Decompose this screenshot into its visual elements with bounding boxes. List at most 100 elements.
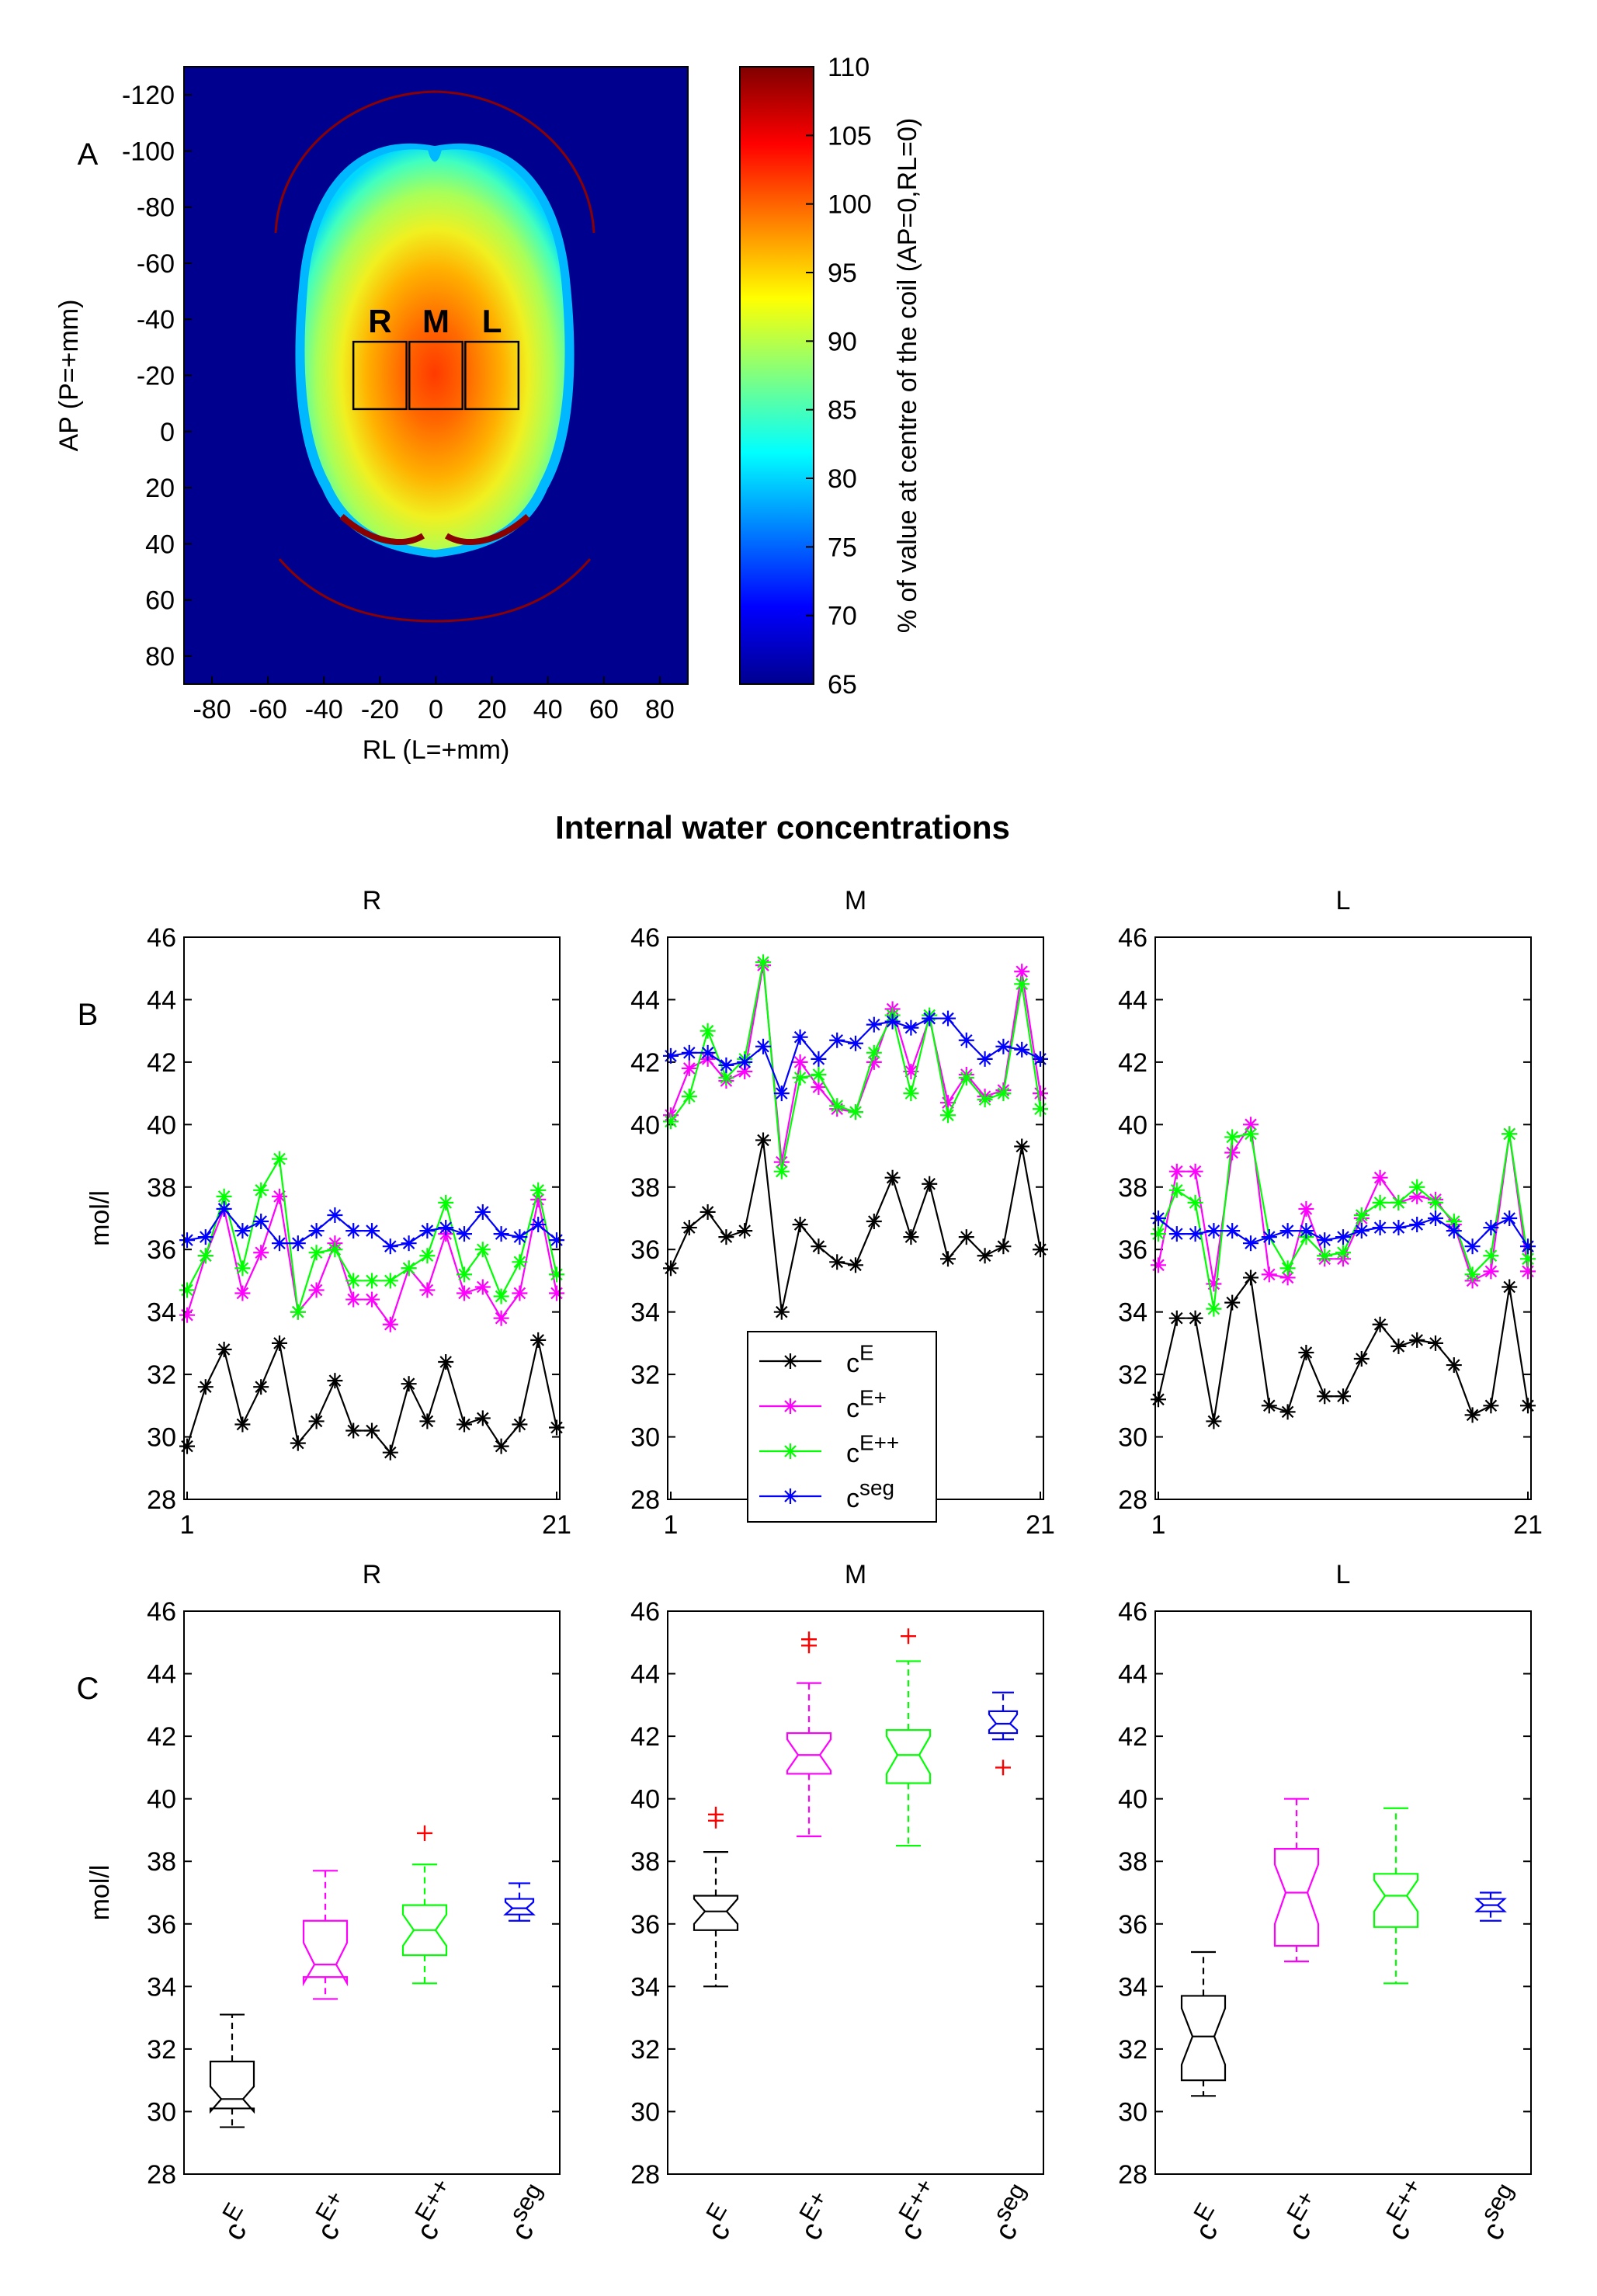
y-tick-label: 32 xyxy=(1118,2035,1147,2065)
panel-c-box-plots: R 28 30 32 34 36 38 40 42 44 46 cE cE+ cE++ cseg M 28 30 3… xyxy=(85,1560,1532,2246)
y-tick-label: 38 xyxy=(1118,1847,1147,1877)
x-tick-label: 1 xyxy=(664,1510,679,1540)
y-tick-label: 36 xyxy=(1118,1235,1147,1265)
data-point xyxy=(1335,1245,1351,1261)
data-point xyxy=(530,1217,547,1233)
data-point xyxy=(234,1416,251,1433)
line-plot-title: L xyxy=(1336,886,1351,915)
section-title: Internal water concentrations xyxy=(555,809,1010,846)
data-point xyxy=(216,1341,232,1357)
data-point xyxy=(755,1132,771,1148)
y-tick-label: 34 xyxy=(630,1298,660,1328)
heatmap-y-tick-label: -120 xyxy=(122,81,175,110)
data-point xyxy=(1298,1200,1314,1217)
data-point xyxy=(457,1226,472,1242)
data-point xyxy=(1483,1398,1499,1414)
data-point xyxy=(1279,1260,1296,1277)
notched-box xyxy=(988,1710,1019,1735)
data-point xyxy=(1206,1413,1222,1429)
data-point xyxy=(382,1316,398,1332)
y-tick-label: 38 xyxy=(630,1173,660,1203)
data-point xyxy=(1483,1220,1499,1236)
data-point xyxy=(1372,1220,1388,1236)
colorbar-tick-label: 90 xyxy=(828,327,857,356)
x-tick-label: 21 xyxy=(1513,1510,1543,1540)
data-point xyxy=(1335,1388,1351,1405)
notched-box xyxy=(302,1919,349,1987)
data-point xyxy=(903,1019,919,1036)
data-point xyxy=(512,1229,528,1245)
data-point xyxy=(382,1238,398,1255)
data-point xyxy=(1409,1217,1425,1233)
data-point xyxy=(345,1422,362,1439)
legend-marker xyxy=(783,1488,798,1504)
data-point xyxy=(253,1379,269,1395)
roi-box-m xyxy=(408,340,464,411)
data-point xyxy=(829,1098,845,1114)
data-point xyxy=(474,1410,491,1426)
data-point xyxy=(681,1044,697,1061)
notched-box xyxy=(1373,1873,1419,1928)
data-point xyxy=(1151,1226,1166,1242)
category-label: cE++ xyxy=(1373,2173,1439,2246)
y-tick-label: 42 xyxy=(1118,1048,1147,1078)
line-plot-r: R 28 30 32 34 36 38 40 42 44 46 1 21 xyxy=(147,886,571,1540)
heatmap-x-tick-label: -80 xyxy=(193,695,231,724)
data-point xyxy=(1224,1223,1241,1239)
data-point xyxy=(1409,1332,1425,1348)
category-label: cE xyxy=(693,2198,745,2246)
legend-label: cE+ xyxy=(846,1386,887,1423)
data-point xyxy=(1464,1407,1481,1423)
data-point xyxy=(474,1204,491,1220)
data-point xyxy=(272,1235,287,1252)
data-point xyxy=(216,1188,232,1204)
data-point xyxy=(681,1220,697,1236)
data-point xyxy=(884,1013,901,1030)
data-point xyxy=(345,1291,362,1308)
data-point xyxy=(811,1238,827,1255)
data-point xyxy=(290,1304,306,1320)
y-tick-label: 46 xyxy=(1118,923,1147,953)
data-point xyxy=(1502,1211,1518,1226)
plot-frame xyxy=(183,1610,561,2175)
heatmap-x-tick-label: 80 xyxy=(645,695,675,724)
data-point xyxy=(700,1204,716,1220)
data-point xyxy=(179,1438,195,1454)
data-point xyxy=(1033,1101,1048,1117)
data-point xyxy=(308,1282,325,1298)
data-point xyxy=(1151,1257,1166,1273)
data-point xyxy=(1151,1211,1166,1226)
data-point xyxy=(512,1416,528,1433)
data-point xyxy=(1243,1235,1259,1252)
data-point xyxy=(1168,1226,1185,1242)
legend: cE cE+ cE++ cseg xyxy=(747,1331,937,1523)
data-point xyxy=(773,1304,790,1320)
y-tick-label: 40 xyxy=(630,1785,660,1815)
data-point xyxy=(419,1223,436,1239)
y-tick-label: 28 xyxy=(147,1485,176,1515)
y-tick-label: 36 xyxy=(630,1235,660,1265)
roi-label-m: M xyxy=(422,303,450,339)
data-point xyxy=(755,1038,771,1054)
box-3 xyxy=(988,1691,1019,1741)
box-0 xyxy=(693,1851,739,1988)
data-point xyxy=(848,1257,863,1273)
data-point xyxy=(755,954,771,971)
y-tick-label: 40 xyxy=(630,1110,660,1140)
colorbar-tick-label: 65 xyxy=(828,670,857,700)
data-point xyxy=(457,1266,472,1283)
data-point xyxy=(1390,1220,1407,1236)
box-3 xyxy=(503,1882,536,1922)
y-tick-label: 32 xyxy=(1118,1360,1147,1390)
data-point xyxy=(493,1288,509,1304)
data-point xyxy=(1206,1301,1222,1317)
data-point xyxy=(1317,1232,1333,1249)
outlier-marker xyxy=(901,1628,916,1645)
box-2 xyxy=(401,1864,448,1985)
data-point xyxy=(1353,1351,1370,1367)
data-point xyxy=(1372,1194,1388,1211)
data-point xyxy=(1298,1223,1314,1239)
data-point xyxy=(866,1016,882,1033)
y-tick-label: 30 xyxy=(630,2097,660,2127)
